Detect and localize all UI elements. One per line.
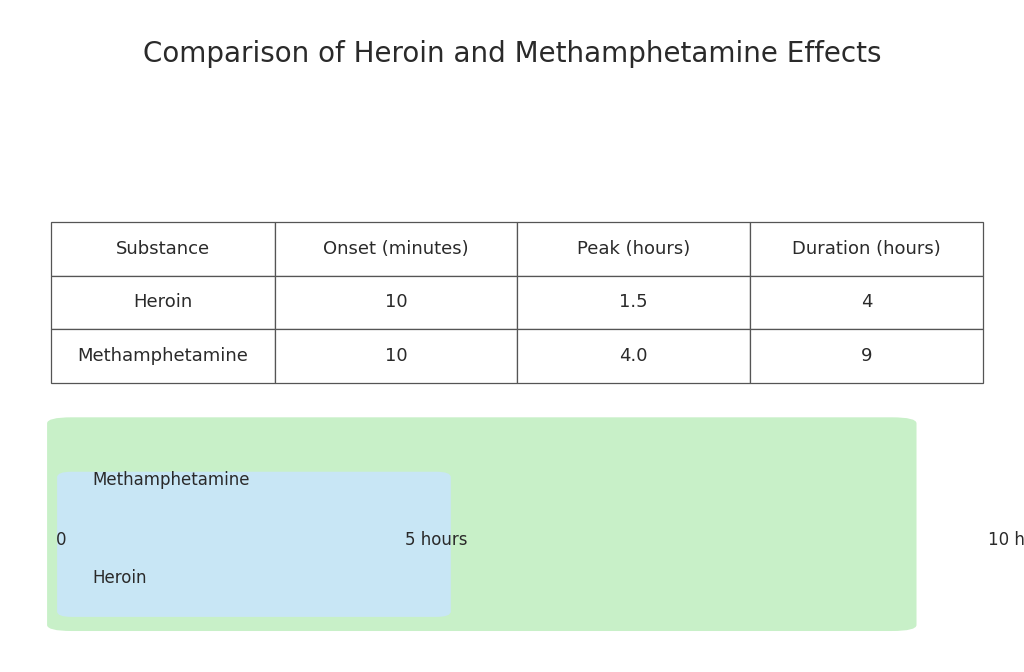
- Text: 0: 0: [56, 532, 67, 549]
- Text: Comparison of Heroin and Methamphetamine Effects: Comparison of Heroin and Methamphetamine…: [142, 40, 882, 69]
- Text: 1.5: 1.5: [620, 294, 648, 311]
- Text: Duration (hours): Duration (hours): [793, 240, 941, 257]
- Text: Peak (hours): Peak (hours): [577, 240, 690, 257]
- Text: 10 hours: 10 hours: [988, 532, 1024, 549]
- Text: Substance: Substance: [116, 240, 210, 257]
- Text: Heroin: Heroin: [92, 569, 146, 587]
- Text: 4.0: 4.0: [620, 347, 648, 365]
- Text: Methamphetamine: Methamphetamine: [78, 347, 249, 365]
- Text: 9: 9: [861, 347, 872, 365]
- Text: Onset (minutes): Onset (minutes): [324, 240, 469, 257]
- Text: Heroin: Heroin: [133, 294, 193, 311]
- FancyBboxPatch shape: [47, 417, 916, 631]
- FancyBboxPatch shape: [57, 472, 451, 617]
- Text: 10: 10: [385, 347, 408, 365]
- Text: Methamphetamine: Methamphetamine: [92, 471, 250, 489]
- Text: 10: 10: [385, 294, 408, 311]
- Text: 5 hours: 5 hours: [404, 532, 468, 549]
- Text: 4: 4: [861, 294, 872, 311]
